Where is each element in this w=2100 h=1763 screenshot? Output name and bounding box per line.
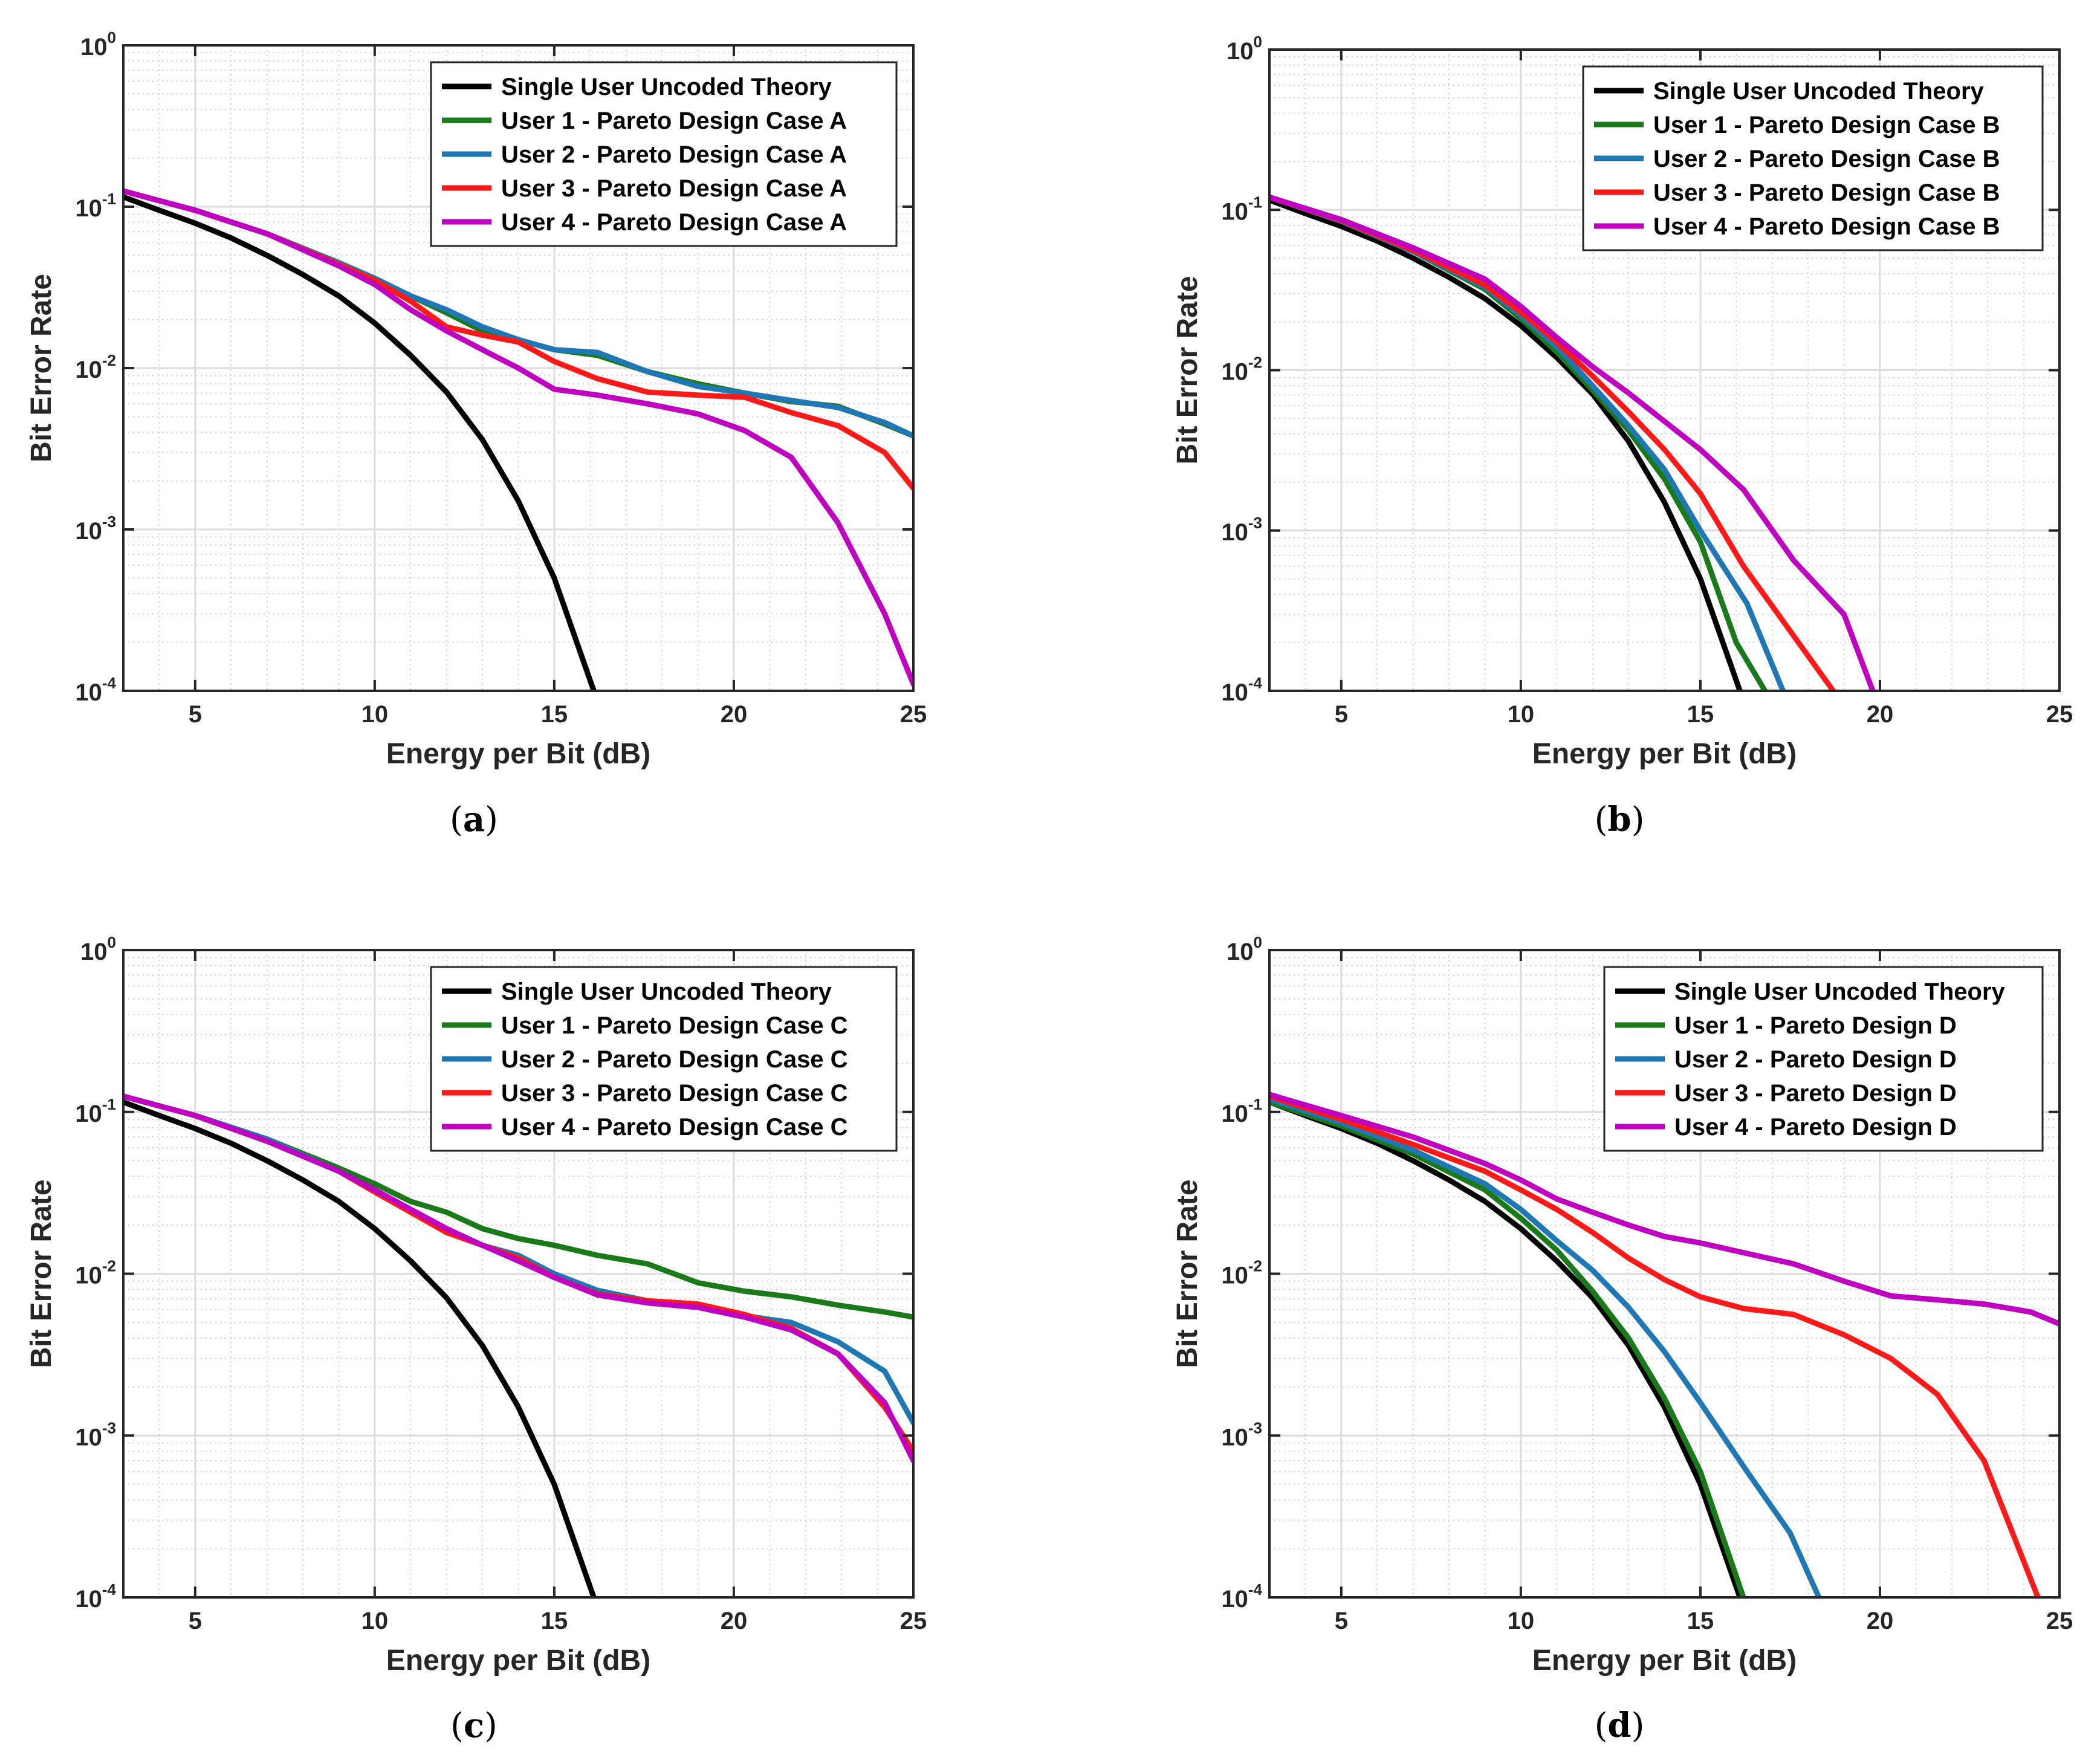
x-tick-label: 10 <box>361 1608 389 1634</box>
x-tick-label: 20 <box>1867 1608 1894 1634</box>
x-tick-label: 10 <box>361 701 389 728</box>
y-tick-label: 10-4 <box>75 674 116 706</box>
x-tick-label: 20 <box>1867 701 1894 728</box>
panel-caption: (b) <box>1595 800 1645 839</box>
y-tick-label: 10-1 <box>75 190 116 222</box>
y-tick-label: 100 <box>1227 33 1262 65</box>
series-line-user-4-pareto-design-case-a <box>123 188 913 687</box>
panel-a: 5 10 15 20 25 100 10-1 10-2 10-3 10-4 Energy per B… <box>25 28 927 839</box>
x-tick-label: 15 <box>1687 1608 1714 1634</box>
y-tick-label: 10-2 <box>1221 1257 1262 1289</box>
legend-label: User 3 - Pareto Design Case B <box>1653 180 2000 206</box>
y-tick-label: 10-2 <box>75 351 116 383</box>
x-tick-label: 5 <box>1335 1608 1348 1634</box>
legend: Single User Uncoded Theory User 1 - Paret… <box>430 966 898 1152</box>
x-tick-label: 25 <box>2046 1608 2073 1634</box>
series-line-single-user-uncoded-theory <box>123 194 597 691</box>
y-tick-label: 10-4 <box>1221 1580 1262 1613</box>
y-tick-label: 100 <box>1227 933 1262 965</box>
legend-label: User 1 - Pareto Design Case A <box>501 108 847 134</box>
panel-caption: (c) <box>450 1706 497 1745</box>
legend-label: User 1 - Pareto Design Case B <box>1653 112 2000 138</box>
y-tick-label: 10-3 <box>1221 514 1262 546</box>
legend-label: Single User Uncoded Theory <box>501 74 832 100</box>
series-group <box>1269 1092 2059 1597</box>
series-group <box>123 188 913 691</box>
legend-label: User 2 - Pareto Design Case B <box>1653 146 2000 172</box>
y-axis-label: Bit Error Rate <box>25 274 57 462</box>
y-tick-label: 10-1 <box>1221 1095 1262 1127</box>
x-axis-label: Energy per Bit (dB) <box>1532 738 1797 770</box>
y-tick-label: 10-3 <box>75 513 116 545</box>
legend-label: User 2 - Pareto Design D <box>1674 1046 1957 1073</box>
legend-box <box>430 61 898 247</box>
x-tick-label: 15 <box>541 1608 568 1634</box>
x-tick-label: 25 <box>900 1608 927 1634</box>
x-tick-label: 5 <box>1335 701 1348 728</box>
legend-box <box>1603 966 2044 1152</box>
series-line-user-4-pareto-design-case-b <box>1269 194 1876 691</box>
x-tick-label: 15 <box>1687 701 1714 728</box>
legend-label: User 3 - Pareto Design D <box>1674 1080 1957 1107</box>
x-tick-label: 15 <box>541 701 568 728</box>
x-axis-label: Energy per Bit (dB) <box>386 738 650 770</box>
y-tick-label: 10-1 <box>75 1095 116 1127</box>
y-axis-label: Bit Error Rate <box>25 1179 57 1368</box>
legend: Single User Uncoded Theory User 1 - Paret… <box>1582 65 2044 251</box>
legend-box <box>430 966 898 1152</box>
panel-caption: (a) <box>450 800 498 839</box>
legend-label: User 3 - Pareto Design Case A <box>501 175 847 202</box>
legend-label: User 2 - Pareto Design Case A <box>501 141 847 168</box>
x-tick-label: 10 <box>1508 701 1535 728</box>
series-line-user-4-pareto-design-d <box>1269 1092 2059 1327</box>
series-line-user-2-pareto-design-d <box>1269 1096 1822 1597</box>
y-tick-label: 100 <box>80 933 116 965</box>
x-axis-label: Energy per Bit (dB) <box>1532 1645 1797 1677</box>
x-tick-label: 5 <box>189 701 202 728</box>
series-line-user-4-pareto-design-case-c <box>123 1093 913 1464</box>
legend-label: User 2 - Pareto Design Case C <box>501 1046 848 1073</box>
x-tick-label: 20 <box>721 1608 748 1634</box>
legend-label: User 3 - Pareto Design Case C <box>501 1080 848 1107</box>
panel-caption: (d) <box>1595 1706 1645 1745</box>
panel-b: 5 10 15 20 25 100 10-1 10-2 10-3 10-4 Energy per B… <box>1172 33 2073 839</box>
y-tick-label: 10-3 <box>75 1418 116 1451</box>
legend-label: User 4 - Pareto Design Case B <box>1653 213 2000 240</box>
series-line-user-1-pareto-design-d <box>1269 1099 1746 1597</box>
x-tick-label: 20 <box>721 701 748 728</box>
legend-label: User 4 - Pareto Design D <box>1674 1114 1957 1140</box>
x-tick-label: 25 <box>2046 701 2073 728</box>
y-axis-label: Bit Error Rate <box>1172 276 1204 464</box>
legend-label: Single User Uncoded Theory <box>1674 979 2006 1005</box>
y-tick-label: 10-2 <box>75 1257 116 1289</box>
legend-label: Single User Uncoded Theory <box>501 979 832 1005</box>
x-axis-label: Energy per Bit (dB) <box>386 1645 650 1677</box>
y-tick-label: 100 <box>80 28 116 60</box>
legend-label: Single User Uncoded Theory <box>1653 78 1985 105</box>
series-line-user-3-pareto-design-d <box>1269 1093 2041 1597</box>
y-tick-label: 10-4 <box>75 1580 116 1613</box>
legend-label: User 1 - Pareto Design Case C <box>501 1012 848 1039</box>
legend: Single User Uncoded Theory User 1 - Paret… <box>1603 966 2044 1152</box>
series-group <box>1269 194 1876 691</box>
legend-label: User 4 - Pareto Design Case A <box>501 209 847 236</box>
legend-box <box>1582 65 2044 251</box>
x-tick-label: 10 <box>1508 1608 1535 1634</box>
legend: Single User Uncoded Theory User 1 - Paret… <box>430 61 898 247</box>
series-group <box>123 1093 913 1597</box>
x-tick-label: 5 <box>189 1608 202 1634</box>
series-line-single-user-uncoded-theory <box>123 1099 597 1597</box>
panel-d: 5 10 15 20 25 100 10-1 10-2 10-3 10-4 Energy per B… <box>1172 933 2073 1745</box>
x-tick-label: 25 <box>900 701 927 728</box>
y-tick-label: 10-1 <box>1221 193 1262 225</box>
legend-label: User 4 - Pareto Design Case C <box>501 1114 848 1140</box>
panel-c: 5 10 15 20 25 100 10-1 10-2 10-3 10-4 Energy per B… <box>25 933 927 1745</box>
y-tick-label: 10-2 <box>1221 354 1262 386</box>
y-tick-label: 10-4 <box>1221 674 1262 706</box>
y-axis-label: Bit Error Rate <box>1172 1179 1204 1368</box>
series-line-single-user-uncoded-theory <box>1269 197 1743 691</box>
y-tick-label: 10-3 <box>1221 1418 1262 1451</box>
legend-label: User 1 - Pareto Design D <box>1674 1012 1957 1039</box>
